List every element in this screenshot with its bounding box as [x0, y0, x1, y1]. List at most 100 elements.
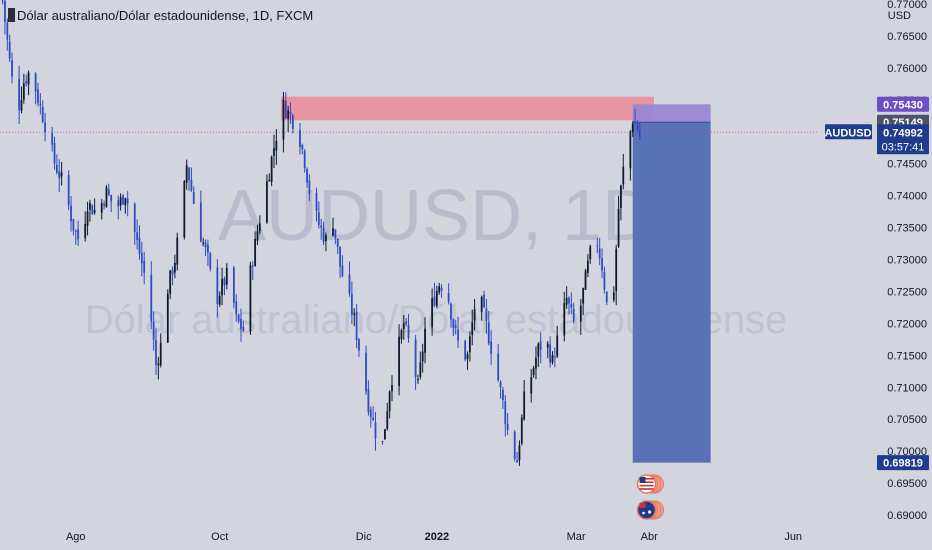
candle — [268, 173, 271, 182]
candle — [539, 332, 542, 364]
candle-body — [332, 228, 334, 236]
candle-body — [225, 267, 228, 285]
candle — [159, 333, 162, 368]
candle — [620, 184, 622, 221]
us-flag-event[interactable] — [636, 474, 665, 494]
candle — [77, 220, 80, 247]
candle — [398, 324, 400, 396]
candle-body — [417, 379, 419, 381]
x-tick-label: Dic — [356, 531, 372, 543]
candle — [499, 380, 502, 399]
candle — [629, 129, 632, 181]
candle — [183, 180, 186, 240]
candle — [535, 346, 537, 380]
candle — [603, 266, 606, 294]
candle — [516, 451, 518, 463]
candle-body — [221, 278, 223, 296]
candle-body — [34, 73, 37, 92]
candle — [605, 291, 608, 306]
candle — [185, 159, 188, 190]
candle — [490, 330, 493, 365]
candle — [51, 126, 54, 152]
currency-label: USD — [888, 10, 911, 22]
candle-body — [119, 197, 122, 206]
y-tick-label: 0.72000 — [887, 318, 927, 330]
short-target-zone[interactable] — [632, 122, 711, 463]
candle — [384, 429, 386, 440]
candle — [251, 261, 254, 281]
short-stop-zone[interactable] — [632, 104, 711, 123]
candle — [466, 351, 469, 370]
candle — [209, 251, 212, 272]
candle-body — [117, 200, 120, 207]
candle — [74, 229, 77, 245]
candle — [25, 74, 28, 87]
candle — [433, 282, 436, 308]
candle-body — [100, 203, 103, 213]
candle — [483, 290, 485, 308]
candle-body — [391, 385, 393, 392]
x-tick-label: Mar — [567, 531, 586, 543]
au-flag-event[interactable] — [636, 500, 665, 520]
candle — [58, 159, 61, 192]
candle-body — [89, 202, 91, 210]
candle — [339, 246, 341, 278]
candle-body — [468, 336, 471, 353]
x-tick-label: 2022 — [425, 531, 449, 543]
candle — [284, 92, 287, 119]
candle — [367, 380, 370, 416]
candle-body — [634, 121, 636, 124]
candle — [388, 390, 391, 419]
candle-body — [355, 312, 358, 340]
candle — [119, 193, 122, 211]
candle — [551, 351, 554, 365]
candle-body — [322, 227, 325, 243]
candle — [513, 430, 516, 462]
candle-body — [190, 180, 193, 191]
y-tick-label: 0.69500 — [887, 478, 927, 490]
price-label-target — [877, 455, 929, 471]
candle-body — [51, 133, 54, 145]
time-axis-bg[interactable] — [0, 525, 818, 550]
events — [636, 474, 665, 520]
candle-body — [598, 248, 601, 259]
watermark-symbol: AUDUSD, 1D — [218, 176, 654, 256]
candle — [202, 237, 205, 247]
candle — [258, 215, 261, 235]
candle-body — [358, 339, 360, 351]
candle-body — [192, 191, 195, 204]
candle-body — [72, 218, 75, 231]
candle-body — [485, 308, 488, 321]
candle-body — [589, 246, 592, 260]
candle — [143, 251, 146, 285]
candle-body — [166, 293, 169, 343]
candle-body — [636, 123, 639, 131]
candle — [301, 143, 304, 155]
candle — [386, 402, 389, 431]
resistance-zone[interactable] — [281, 96, 654, 121]
candle-body — [199, 202, 202, 242]
candle — [407, 313, 410, 343]
candle — [91, 204, 94, 215]
symbol-badge — [825, 124, 872, 140]
candle — [464, 339, 467, 362]
candle-body — [67, 174, 70, 206]
candle-body — [317, 212, 320, 225]
candle — [447, 283, 450, 305]
candle-body — [483, 294, 485, 308]
candle-body — [157, 363, 160, 366]
candle — [107, 183, 110, 197]
candle-body — [365, 352, 367, 392]
candle — [166, 289, 169, 344]
candle — [289, 102, 292, 125]
candle-body — [270, 156, 273, 182]
symbol-badge-text: AUDUSD — [824, 127, 871, 139]
candle — [315, 187, 318, 222]
candle — [256, 224, 259, 246]
candle-body — [207, 244, 209, 253]
candle — [110, 194, 113, 213]
candle — [502, 387, 504, 409]
candle-body — [133, 203, 136, 233]
